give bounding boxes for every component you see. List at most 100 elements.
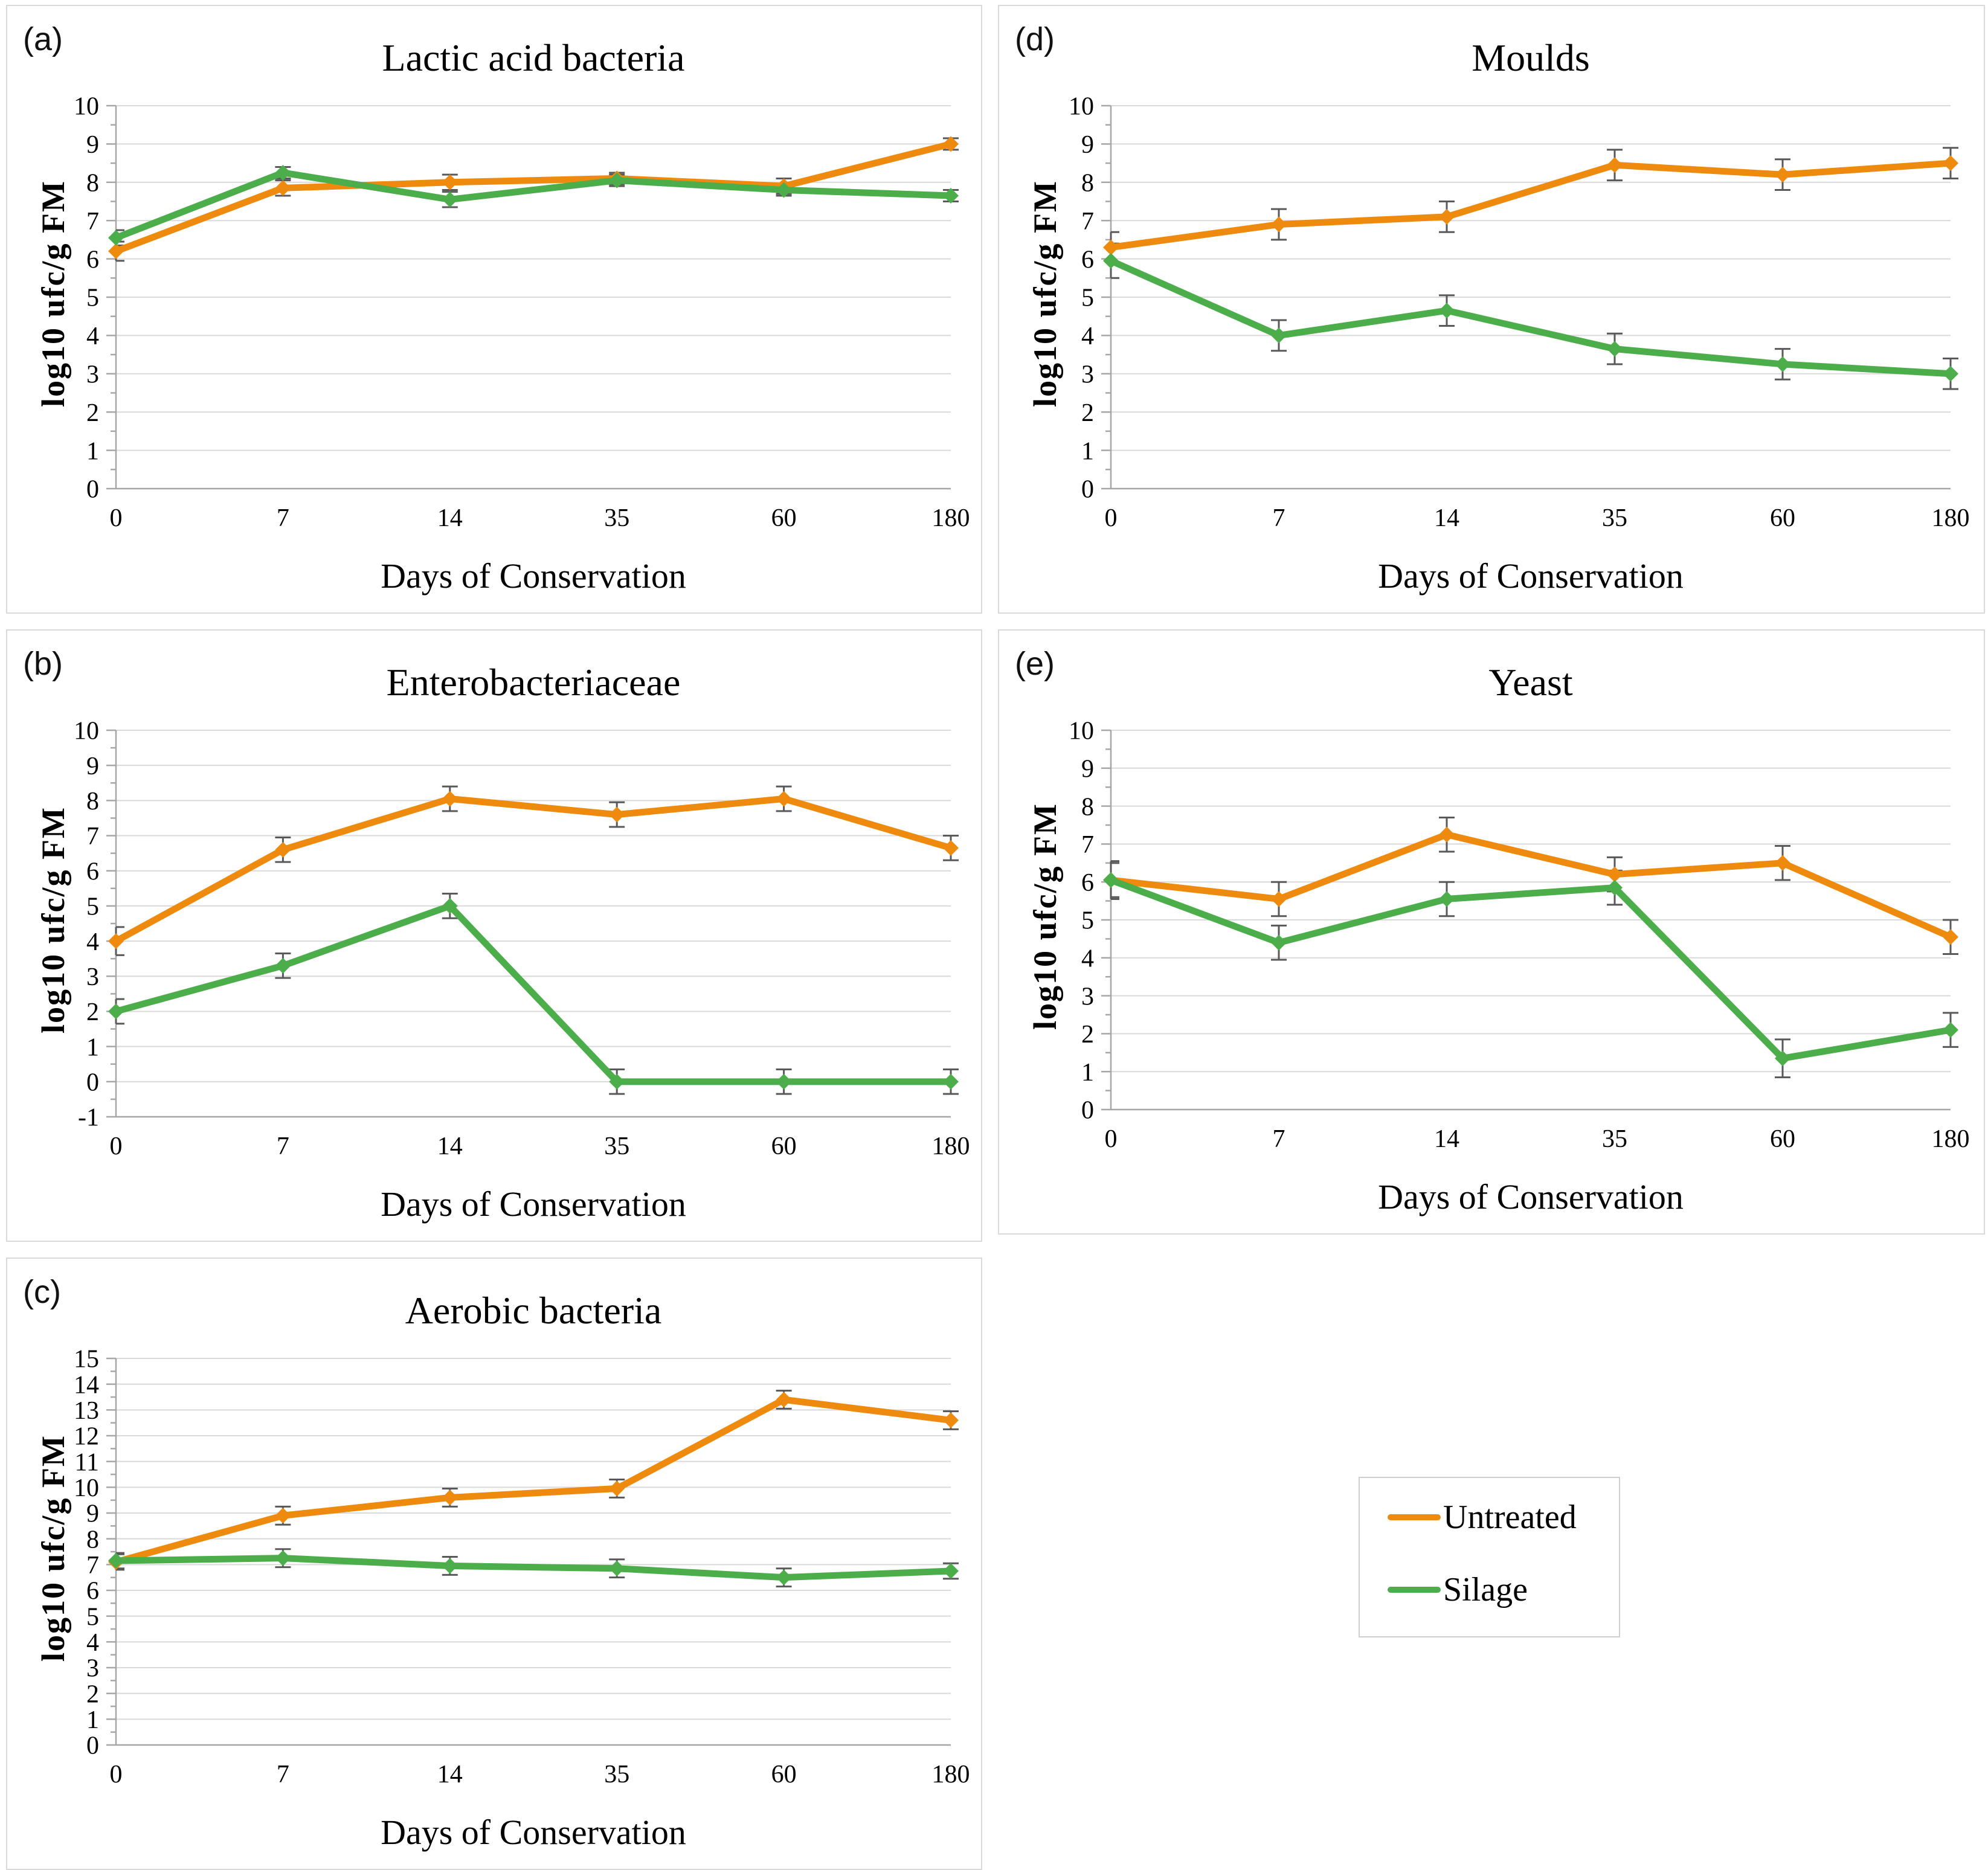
x-tick-label: 0 <box>1105 504 1118 532</box>
chart-title: Aerobic bacteria <box>405 1289 662 1332</box>
y-tick-label: 6 <box>86 1578 99 1605</box>
y-tick-label: 10 <box>1069 718 1094 745</box>
y-tick-label: 2 <box>86 1680 99 1708</box>
y-tick-label: 0 <box>86 1732 99 1760</box>
x-tick-label: 60 <box>1770 504 1795 532</box>
gridlines <box>116 105 951 489</box>
line-chart-lactic-acid-bacteria: 0 1 2 3 4 5 6 7 8 9 10 0 7 14 35 60 180 <box>74 93 970 532</box>
y-tick-label: 3 <box>86 1655 99 1683</box>
x-axis-label: Days of Conservation <box>1378 556 1684 596</box>
y-tick-label: 3 <box>1081 983 1094 1011</box>
series-markers-silage <box>1103 252 1958 382</box>
error-bars-untreated <box>115 137 959 262</box>
y-tick-label: -1 <box>78 1104 99 1132</box>
x-tick-label: 35 <box>604 504 629 532</box>
x-tick-label: 7 <box>277 1133 289 1160</box>
x-tick-label: 35 <box>1602 1125 1627 1153</box>
x-axis-label: Days of Conservation <box>381 1184 686 1224</box>
untreated-line-swatch <box>1388 1514 1441 1520</box>
chart-title: Moulds <box>1472 36 1590 79</box>
y-tick-label: 3 <box>86 361 99 389</box>
y-tick-label: 13 <box>74 1397 99 1425</box>
y-tick-label: 4 <box>86 1629 99 1657</box>
y-tick-label: 5 <box>86 893 99 921</box>
tick-labels: 0 1 2 3 4 5 6 7 8 9 10 0 7 14 35 60 180 <box>1069 718 1970 1153</box>
gridlines <box>116 730 951 1117</box>
x-tick-label: 14 <box>1434 1125 1459 1153</box>
y-tick-label: 9 <box>86 131 99 159</box>
y-tick-label: 10 <box>74 93 99 121</box>
panel-aerobic-bacteria: (c) Aerobic bacteria log10 ufc/g FM Days… <box>6 1258 982 1870</box>
series-line-silage <box>1107 257 1954 378</box>
y-tick-label: 8 <box>1081 170 1094 198</box>
y-tick-label: 4 <box>86 928 99 956</box>
x-tick-label: 7 <box>277 504 289 532</box>
y-tick-label: 3 <box>86 963 99 991</box>
y-tick-label: 5 <box>1081 907 1094 935</box>
axes <box>106 729 951 1118</box>
axes <box>1101 104 1951 490</box>
y-tick-label: 5 <box>86 284 99 312</box>
x-tick-label: 7 <box>1273 504 1285 532</box>
panel-moulds: (d) Moulds log10 ufc/g FM Days of Conser… <box>998 5 1985 614</box>
legend-label: Silage <box>1443 1571 1528 1608</box>
axes <box>1101 729 1951 1111</box>
y-tick-label: 9 <box>1081 756 1094 783</box>
tick-labels: 0 1 2 3 4 5 6 7 8 9 10 0 7 14 35 60 180 <box>1069 93 1970 532</box>
x-tick-label: 180 <box>932 1133 970 1160</box>
legend-item-untreated: Untreated <box>1388 1496 1577 1538</box>
x-tick-label: 0 <box>110 504 123 532</box>
x-tick-label: 14 <box>1434 504 1459 532</box>
x-tick-label: 60 <box>1770 1125 1795 1153</box>
y-tick-label: 7 <box>86 823 99 850</box>
y-tick-label: 15 <box>74 1346 99 1374</box>
chart-title: Enterobacteriaceae <box>386 661 681 704</box>
line-chart-moulds: 0 1 2 3 4 5 6 7 8 9 10 0 7 14 35 60 180 <box>1069 93 1970 532</box>
series-markers-untreated <box>1103 826 1958 945</box>
panel-letter: (e) <box>1015 646 1055 682</box>
y-tick-label: 6 <box>1081 246 1094 274</box>
y-tick-label: 1 <box>1081 1059 1094 1087</box>
y-tick-label: 8 <box>86 170 99 198</box>
series-markers-silage <box>108 164 959 246</box>
series-markers-untreated <box>1103 155 1958 255</box>
legend: Untreated Silage <box>1359 1477 1620 1637</box>
y-tick-label: 6 <box>86 858 99 885</box>
series-line-silage <box>112 902 954 1085</box>
series-markers-silage <box>1103 872 1958 1067</box>
series-line-untreated <box>112 140 954 255</box>
y-tick-label: 2 <box>86 399 99 427</box>
series-markers-untreated <box>108 791 959 949</box>
panel-yeast: (e) Yeast log10 ufc/g FM Days of Conserv… <box>998 629 1985 1235</box>
series-markers-silage <box>108 898 959 1090</box>
series-markers-untreated <box>108 136 959 259</box>
series-line-untreated <box>112 795 954 945</box>
y-tick-label: 9 <box>1081 131 1094 159</box>
series-line-silage <box>1107 876 1954 1062</box>
x-tick-label: 7 <box>277 1761 289 1788</box>
y-tick-label: 4 <box>86 323 99 350</box>
series-line-untreated <box>112 1396 954 1566</box>
y-tick-label: 2 <box>1081 399 1094 427</box>
y-tick-label: 10 <box>74 718 99 745</box>
y-tick-label: 1 <box>86 437 99 465</box>
chart-title: Yeast <box>1488 661 1573 704</box>
panel-lactic-acid-bacteria: (a) Lactic acid bacteria log10 ufc/g FM … <box>6 5 982 614</box>
y-tick-label: 1 <box>1081 437 1094 465</box>
x-tick-label: 14 <box>437 1133 463 1160</box>
y-tick-label: 7 <box>1081 208 1094 236</box>
gridlines <box>1111 730 1951 1110</box>
panel-letter: (c) <box>23 1274 61 1310</box>
x-tick-label: 7 <box>1273 1125 1285 1153</box>
x-tick-label: 0 <box>110 1133 123 1160</box>
silage-line-swatch <box>1388 1587 1441 1593</box>
panel-letter: (a) <box>23 21 63 57</box>
y-tick-label: 2 <box>1081 1021 1094 1049</box>
x-tick-label: 0 <box>1105 1125 1118 1153</box>
x-tick-label: 180 <box>1932 1125 1970 1153</box>
x-tick-label: 35 <box>604 1133 629 1160</box>
y-tick-label: 10 <box>74 1474 99 1502</box>
y-tick-label: 0 <box>86 476 99 504</box>
error-bars-untreated <box>115 1389 959 1571</box>
